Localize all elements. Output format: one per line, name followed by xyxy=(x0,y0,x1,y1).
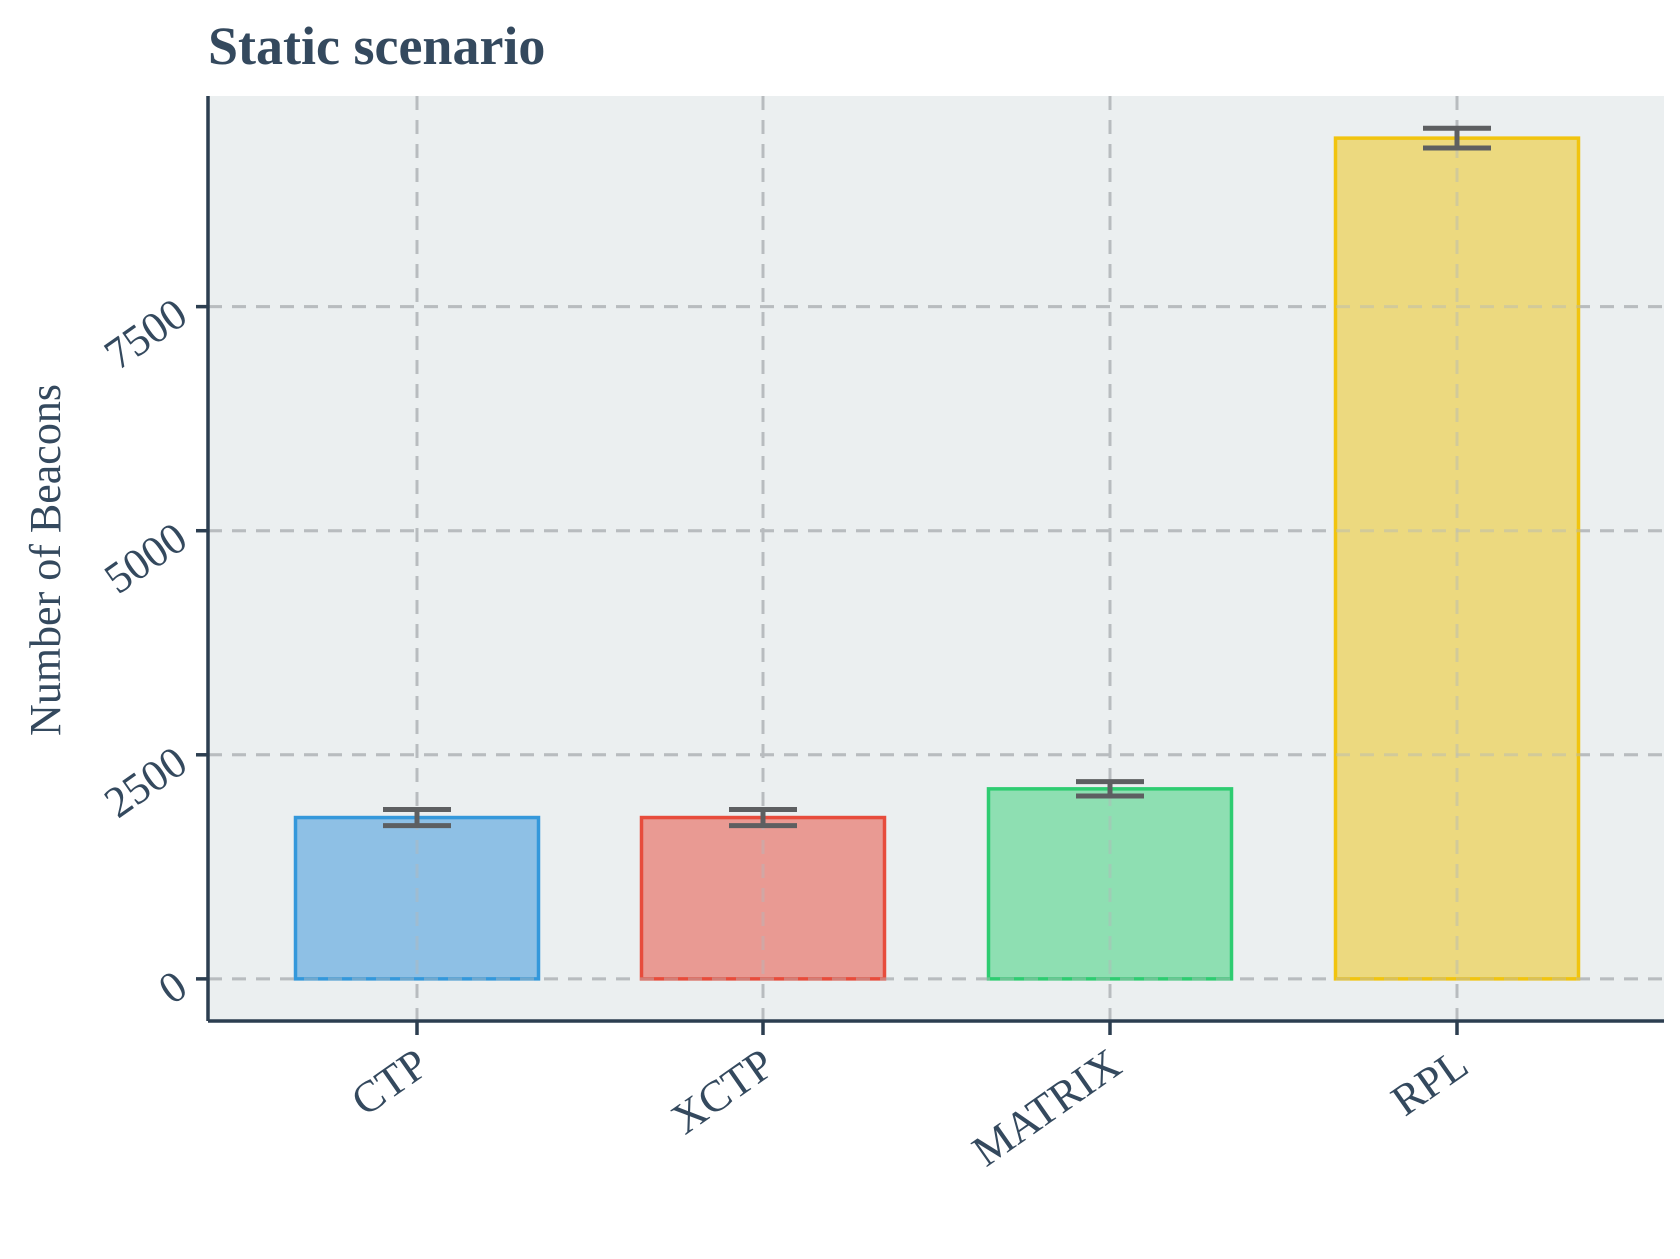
y-tick-label-2: 5000 xyxy=(96,513,196,604)
error-bars-layer xyxy=(383,125,1491,829)
bar-ctp xyxy=(293,815,541,981)
bar-rpl xyxy=(1333,136,1581,981)
bar-matrix xyxy=(986,787,1234,981)
bars-layer xyxy=(208,96,1664,1021)
y-axis-label: Number of Beacons xyxy=(21,384,70,736)
x-tick-label-ctp: CTP xyxy=(343,1039,437,1125)
x-tick-label-matrix: MATRIX xyxy=(963,1039,1129,1176)
y-tick-label-3: 7500 xyxy=(96,289,196,380)
bar-xctp xyxy=(639,815,887,981)
x-tick-label-rpl: RPL xyxy=(1383,1039,1477,1125)
axes-layer xyxy=(196,96,1664,1035)
x-tick-label-xctp: XCTP xyxy=(662,1039,782,1144)
y-tick-label-1: 2500 xyxy=(96,737,196,828)
chart-title: Static scenario xyxy=(208,16,545,76)
y-tick-label-0: 0 xyxy=(150,961,196,1014)
